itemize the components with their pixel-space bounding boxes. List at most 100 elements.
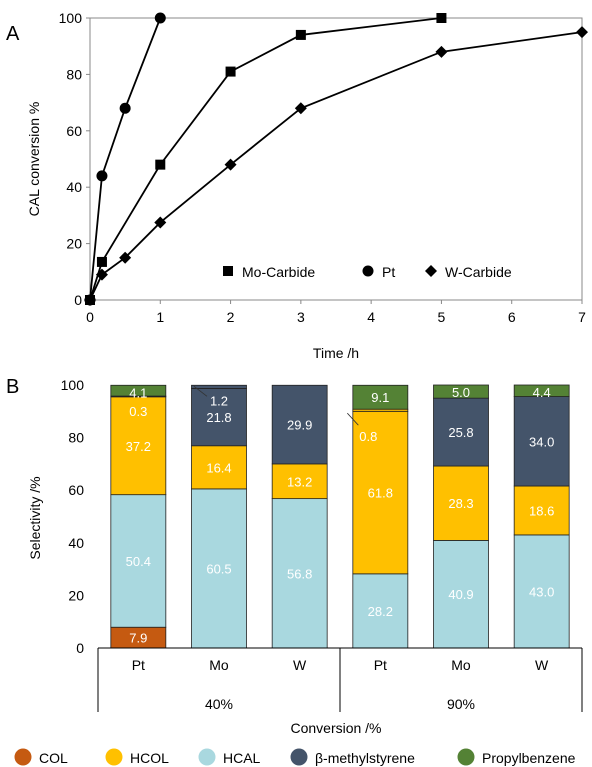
bar-segment-hcal [513,534,570,649]
data-point-w-carbide [95,268,108,281]
data-point-pt [96,170,108,182]
legend-label-hcal: HCAL [223,750,261,766]
data-point-w-carbide [294,102,307,115]
series-line-w-carbide [89,31,583,301]
legend-label-col: COL [39,750,68,766]
data-point-w-carbide [154,216,167,229]
leader-line [193,385,208,397]
data-point-mo-carbide [155,159,166,170]
data-point-mo-carbide [436,13,447,23]
data-label-hcol: 18.6 [529,503,554,518]
data-label-propylbenzene: 9.1 [371,390,389,405]
series-line-mo-carbide [89,17,442,301]
legend-swatch-hcal [198,748,216,766]
panel-a-line-chart: 0 20 40 60 80 100 0 1 2 3 4 5 6 7 Time /h CAL conver… [26,10,588,361]
panel-a-y-tick-label: 40 [66,179,82,195]
panel-b-y-tick-label: 20 [68,587,84,603]
legend-label-propylbenzene: Propylbenzene [482,750,576,766]
panel-a-x-tick-label: 0 [86,309,94,325]
panel-a-x-axis-title: Time /h [313,345,359,361]
data-label-hcol: 28.3 [448,496,473,511]
bar-segment-hcal [433,540,489,649]
data-label--methylstyrene: 21.8 [206,410,231,425]
data-label--methylstyrene: 34.0 [529,434,554,449]
data-label-unlabeled: 0.3 [129,404,147,419]
panel-a-x-tick-label: 7 [578,309,586,325]
panel-b-legend: COL HCOL HCAL β-methylstyrene Propylbenzene [14,748,576,766]
data-point-pt [119,102,131,114]
panel-a-x-ticks: 0 1 2 3 4 5 6 7 [86,300,586,325]
bar-segment-hcol [433,465,489,541]
legend-label-w-carbide: W-Carbide [445,264,512,280]
legend-label-pt: Pt [382,264,395,280]
data-label-hcal: 40.9 [448,587,473,602]
panel-b-category-label: Pt [132,657,145,673]
panel-b-y-tick-label: 100 [61,377,85,393]
panel-a-x-tick-label: 3 [297,309,305,325]
bar-segment-hcol [513,485,570,536]
leader-line [347,412,359,426]
panel-a-y-tick-label: 100 [59,10,83,26]
data-point-pt [154,12,166,24]
bar-segment--methylstyrene [513,396,570,487]
panel-a-x-tick-label: 6 [508,309,516,325]
panel-b-y-tick-label: 0 [76,640,84,656]
bar-segment--methylstyrene [271,384,328,465]
bar-segment-propylbenzene [352,384,409,410]
data-label-hcal: 50.4 [126,554,151,569]
panel-label-a: A [6,23,20,45]
data-label-propylbenzene: 4.1 [129,385,147,400]
legend-marker-mo-carbide [223,266,233,276]
panel-b-category-label: W [293,657,307,673]
legend-label-hcol: HCOL [130,750,169,766]
panel-a-legend: Mo-Carbide Pt W-Carbide [223,264,512,280]
legend-marker-pt [362,265,374,277]
data-point-w-carbide [224,158,237,171]
legend-swatch-propylbenzene [457,748,475,766]
bar-segment-hcal [191,488,247,649]
panel-a-frame [89,17,583,301]
data-label--methylstyrene: 29.9 [287,418,312,433]
data-label-col: 7.9 [129,631,147,646]
panel-b-stacked-bar-chart: 0 20 40 60 80 100 7.9 50.4 37.2 0.3 4.1 60.5 16.4 21… [14,377,583,766]
legend-marker-w-carbide [425,265,437,277]
data-label-hcal: 43.0 [529,584,554,599]
data-label-hcol: 13.2 [287,474,312,489]
panel-b-x-axis-title: Conversion /% [290,720,381,736]
data-label-propylbenzene: 4.4 [533,385,551,400]
bar-segment-hcal [271,498,328,649]
bar-segment-unlabeled2 [191,384,247,389]
panel-a-x-tick-label: 5 [438,309,446,325]
bar-segment-propylbenzene [110,384,167,397]
data-point-mo-carbide [96,256,107,267]
data-label-hcol: 37.2 [126,439,151,454]
data-label-unlabeled: 0.8 [359,429,377,444]
bar-segment--methylstyrene [191,388,247,447]
panel-a-series [84,12,588,306]
data-point-mo-carbide [225,66,236,77]
bar-segment-hcol [271,463,328,500]
data-label-propylbenzene: 5.0 [452,385,470,400]
panel-a-y-tick-label: 60 [66,123,82,139]
data-label-hcal: 56.8 [287,566,312,581]
data-label-hcal: 60.5 [206,561,231,576]
bar-segment-propylbenzene [513,384,570,397]
bar-segment-hcol [191,445,247,490]
data-label-hcal: 28.2 [368,604,393,619]
legend-swatch-col [14,748,32,766]
panel-b-category-label: Pt [374,657,387,673]
panel-b-category-label: Mo [451,657,471,673]
bar-segment--methylstyrene [433,397,489,467]
data-label-hcol: 16.4 [206,460,231,475]
data-point-w-carbide [119,251,132,264]
panel-a-y-ticks: 0 20 40 60 80 100 [59,10,90,308]
data-point-w-carbide [435,45,448,58]
panel-b-y-tick-label: 80 [68,430,84,446]
panel-b-category-axis: Pt Mo W Pt Mo W 40% 90% [97,647,583,712]
panel-b-category-label: W [535,657,549,673]
panel-b-category-label: Mo [209,657,229,673]
bar-segment-hcol [352,410,409,575]
panel-b-y-tick-label: 60 [68,482,84,498]
panel-a-y-axis-title: CAL conversion % [26,102,42,217]
